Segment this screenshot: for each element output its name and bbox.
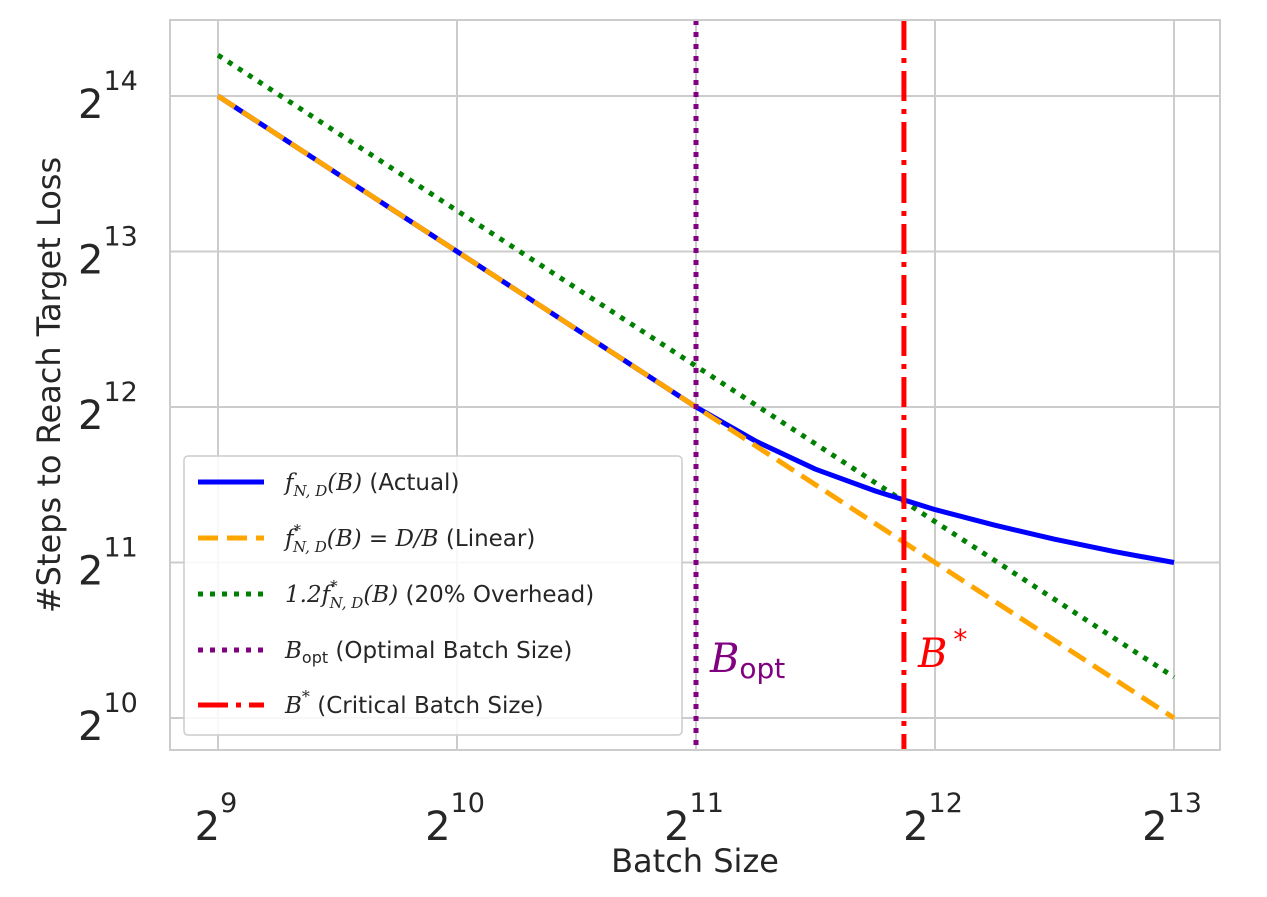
y-tick-label: 211 [78,533,138,595]
b-opt-annotation: Bopt [709,636,785,685]
series-line-actual [216,93,1175,565]
x-tick-label: 210 [425,788,485,850]
x-tick-label: 213 [1142,788,1202,850]
legend-entry-b-opt: Bopt (Optimal Batch Size) [198,638,572,667]
legend: fN, D(B) (Actual) f* N, D(B) = D/B (Linea… [183,455,683,736]
legend-entry-linear: f* N, D(B) = D/B (Linear) [198,521,535,556]
legend-entry-actual: fN, D(B) (Actual) [198,470,459,500]
plot-frame [169,19,1221,751]
legend-label-b-star: B* (Critical Batch Size) [284,687,544,719]
legend-label-linear: f* N, D(B) = D/B (Linear) [283,521,535,556]
x-tick-labels: 29 210 211 212 213 [195,788,1202,850]
b-star-annotation: B * [917,623,967,677]
legend-entry-overhead: 1.2f* N, D(B) (20% Overhead) [198,577,594,612]
legend-box [183,455,683,736]
y-tick-labels: 210 211 212 213 214 [78,66,138,750]
x-tick-label: 211 [664,788,724,850]
legend-label-actual: fN, D(B) (Actual) [283,470,459,500]
legend-label-overhead: 1.2f* N, D(B) (20% Overhead) [285,577,594,612]
series-line-overhead [216,53,1176,680]
y-tick-label: 214 [78,66,138,128]
vline-layer [693,20,907,750]
x-tick-label: 29 [195,788,238,850]
y-tick-label: 212 [78,377,138,439]
x-tick-label: 212 [903,788,963,850]
x-axis-label: Batch Size [611,842,779,880]
legend-label-b-opt: Bopt (Optimal Batch Size) [284,638,572,667]
legend-entry-b-star: B* (Critical Batch Size) [198,687,544,719]
y-tick-label: 210 [78,688,138,750]
y-axis-label: #Steps to Reach Target Loss [30,157,68,613]
y-tick-label: 213 [78,222,138,284]
